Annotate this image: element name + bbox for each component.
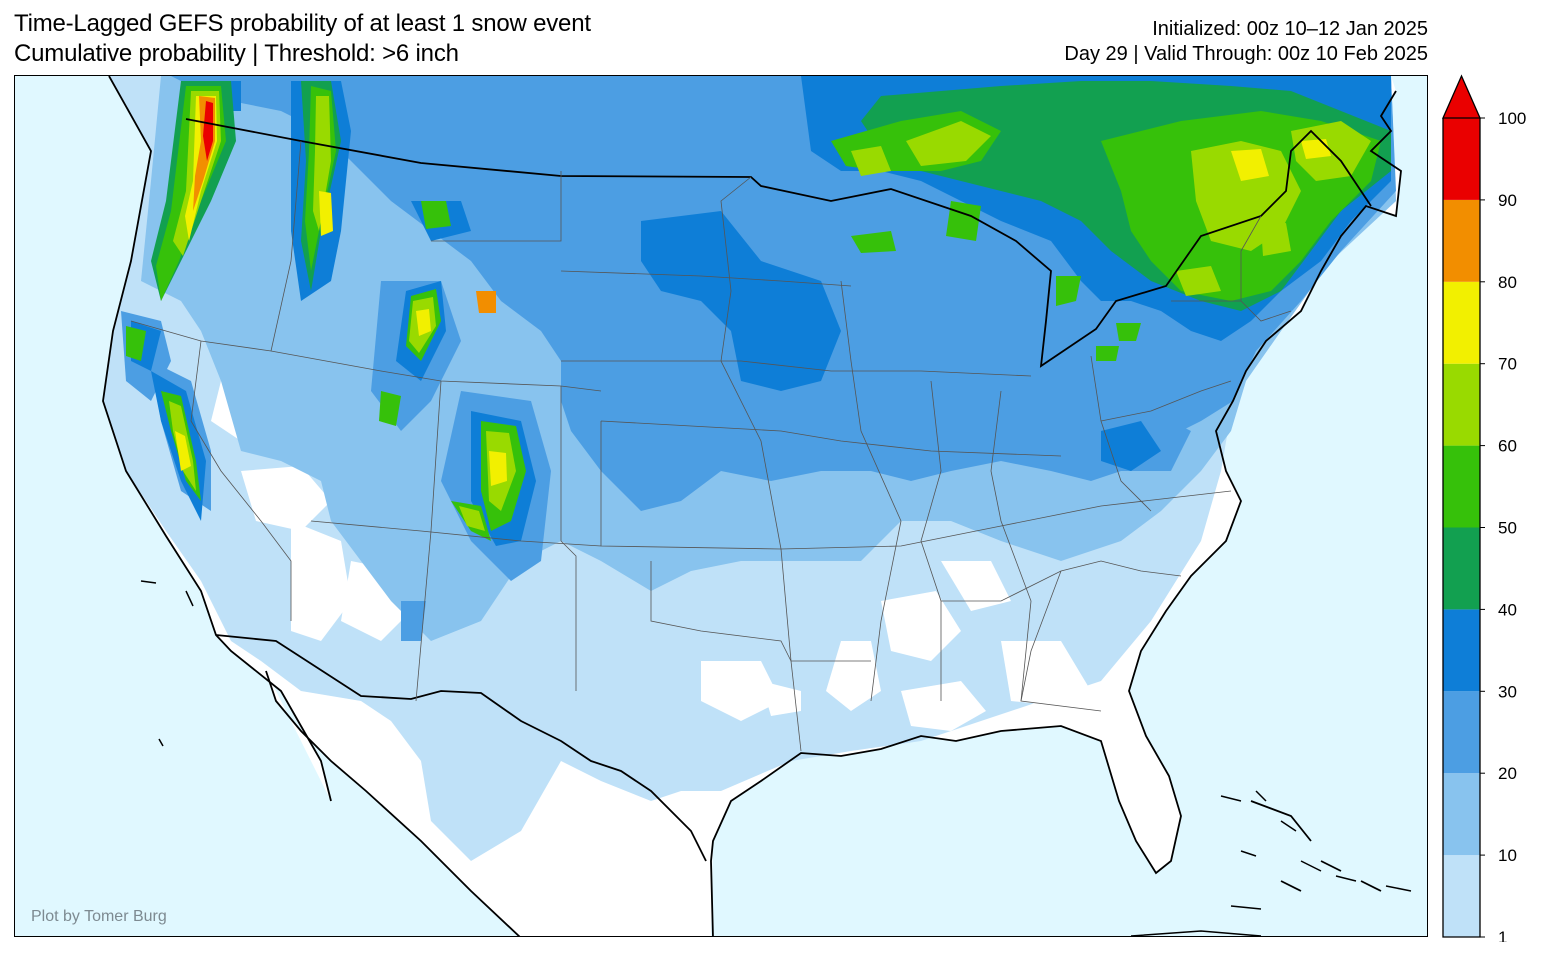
colorbar-segment [1443,773,1480,856]
colorbar-tick-label: 80 [1498,273,1517,292]
state-borders [130,140,1292,752]
colorbar-tick-label: 30 [1498,682,1517,701]
colorbar-tick-label: 60 [1498,437,1517,456]
colorbar-segment [1443,118,1480,200]
colorbar-tick-label: 70 [1498,355,1517,374]
colorbar: 1 10 20 30 40 50 60 70 80 90 100 [1442,74,1526,942]
colorbar-segment [1443,363,1480,446]
colorbar-segment [1443,199,1480,282]
colorbar-segment [1443,445,1480,528]
colorbar-tick-label: 1 [1498,928,1507,942]
colorbar-segment [1443,691,1480,774]
prob-layer-90-100 [203,101,213,161]
international-border [185,118,1372,862]
colorbar-tick-label: 40 [1498,600,1517,619]
colorbar-tick-label: 50 [1498,519,1517,538]
coastline [102,76,1402,936]
colorbar-tick-label: 20 [1498,764,1517,783]
credit-label: Plot by Tomer Burg [31,908,167,925]
colorbar-segment [1443,527,1480,610]
pacific-islands [140,580,194,747]
colorbar-extend-arrow [1442,74,1481,119]
map-canvas [102,76,1412,936]
colorbar-segment [1443,855,1480,937]
colorbar-segment [1443,609,1480,692]
map-subtitle: Cumulative probability | Threshold: >6 i… [14,40,459,67]
colorbar-tick-label: 100 [1498,109,1526,128]
colorbar-tick-label: 90 [1498,191,1517,210]
map-title: Time-Lagged GEFS probability of at least… [14,10,591,37]
probability-map: Plot by Tomer Burg [14,75,1428,937]
initialized-label: Initialized: 00z 10–12 Jan 2025 [1152,18,1428,40]
colorbar-tick-label: 10 [1498,846,1517,865]
valid-through-label: Day 29 | Valid Through: 00z 10 Feb 2025 [1064,43,1428,65]
bahamas-islands [1130,790,1412,936]
colorbar-segment [1443,281,1480,364]
